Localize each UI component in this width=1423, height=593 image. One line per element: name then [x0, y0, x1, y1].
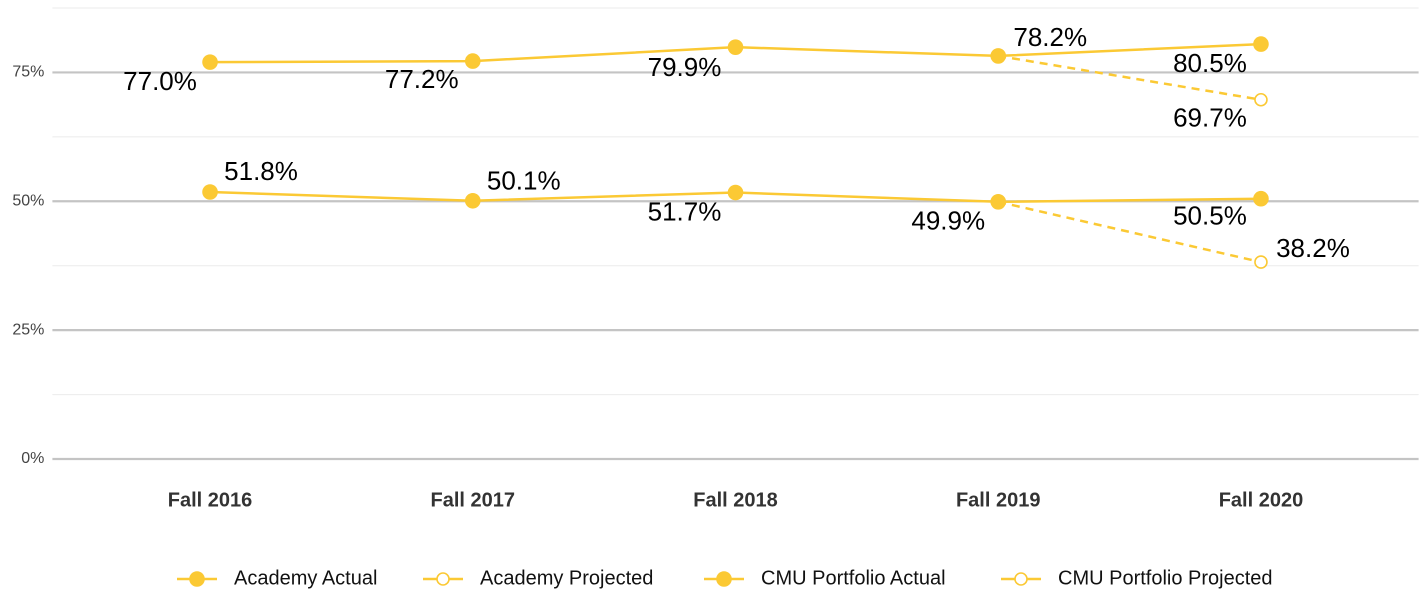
data-label: 49.9% — [911, 206, 985, 236]
y-tick-label: 25% — [12, 321, 44, 338]
data-point — [1253, 36, 1269, 52]
data-label: 77.0% — [123, 66, 197, 96]
data-label: 80.5% — [1173, 48, 1247, 78]
data-point — [990, 48, 1007, 64]
data-point — [1253, 190, 1269, 207]
y-tick-label: 0% — [21, 450, 44, 467]
data-label: 77.2% — [385, 64, 459, 94]
data-point — [202, 184, 218, 200]
data-label: 51.8% — [224, 156, 298, 186]
legend-marker — [716, 571, 732, 587]
data-point — [727, 184, 744, 201]
data-label: 38.2% — [1276, 233, 1350, 263]
legend-label: Academy Actual — [234, 567, 377, 589]
data-point — [464, 192, 481, 209]
y-tick-label: 75% — [12, 64, 44, 81]
x-tick-label: Fall 2019 — [956, 489, 1041, 511]
x-tick-label: Fall 2020 — [1219, 489, 1304, 511]
legend-marker — [436, 572, 450, 586]
legend-label: CMU Portfolio Projected — [1058, 567, 1273, 589]
series-line — [997, 200, 1262, 264]
data-label: 50.5% — [1173, 201, 1247, 231]
legend-marker — [1014, 572, 1028, 586]
data-label: 50.1% — [487, 166, 561, 196]
data-point — [990, 194, 1007, 210]
legend-label: CMU Portfolio Actual — [761, 567, 946, 589]
data-point — [1254, 255, 1268, 269]
data-point — [1254, 92, 1268, 107]
legend-label: Academy Projected — [480, 567, 653, 589]
y-tick-label: 50% — [12, 193, 44, 210]
x-tick-label: Fall 2016 — [168, 489, 253, 511]
data-point — [464, 53, 481, 69]
data-point — [202, 54, 218, 70]
data-label: 51.7% — [648, 196, 722, 226]
legend-marker — [189, 571, 205, 587]
x-tick-label: Fall 2017 — [431, 489, 516, 511]
series-line — [998, 54, 1262, 101]
data-label: 78.2% — [1013, 22, 1087, 52]
data-label: 79.9% — [648, 52, 722, 82]
x-tick-label: Fall 2018 — [693, 489, 778, 511]
data-label: 69.7% — [1173, 103, 1247, 133]
data-point — [727, 39, 744, 55]
